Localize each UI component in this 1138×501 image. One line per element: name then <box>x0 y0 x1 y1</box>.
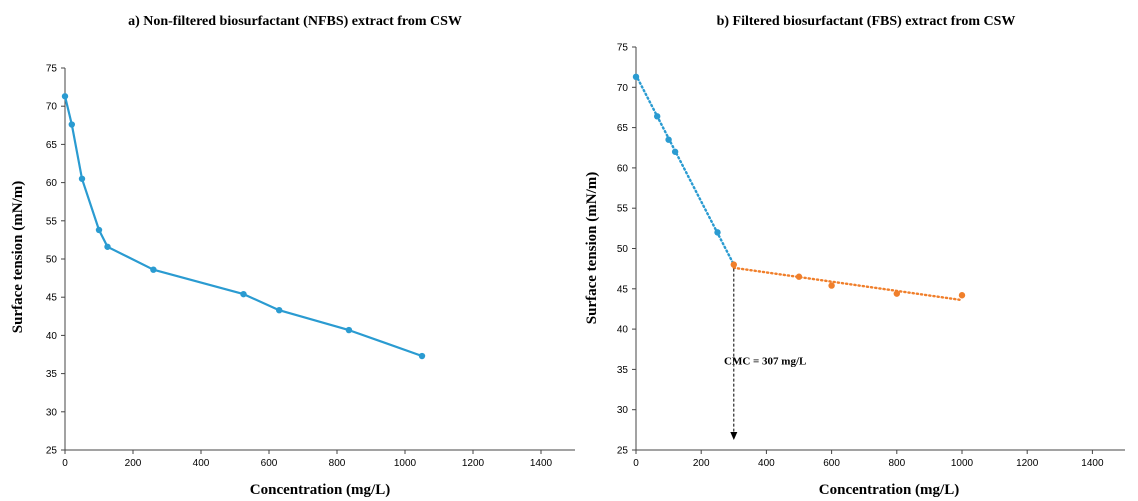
chart-a-series-1-point <box>418 352 426 360</box>
chart-b-y-tick-label: 70 <box>617 83 629 94</box>
chart-b-series-2-point <box>893 290 900 297</box>
chart-b-y-tick-label: 50 <box>617 244 629 255</box>
chart-b-x-tick-label: 600 <box>823 458 840 469</box>
chart-b-xlabel: Concentration (mg/L) <box>819 482 959 498</box>
chart-b-series-2-point <box>730 261 737 268</box>
chart-b: b) Filtered biosurfactant (FBS) extract … <box>584 14 1125 498</box>
chart-a-series-1-point <box>240 290 247 298</box>
chart-b-y-tick-label: 55 <box>617 204 629 215</box>
chart-a-series-1-point <box>276 306 283 314</box>
chart-b-x-tick-label: 400 <box>758 458 775 469</box>
chart-a-series-1-point <box>61 93 69 100</box>
chart-a: a) Non-filtered biosurfactant (NFBS) ext… <box>10 14 575 498</box>
chart-b-series-1-point <box>653 113 661 120</box>
chart-b-series-1-trendline <box>634 73 735 266</box>
chart-a-x-tick-label: 1400 <box>530 458 553 469</box>
chart-b-series-1-point <box>714 229 721 236</box>
chart-b-ylabel: Surface tension (mN/m) <box>584 172 600 324</box>
chart-a-series-1-line <box>63 96 423 358</box>
chart-b-x-tick-label: 200 <box>693 458 710 469</box>
chart-b-y-tick-label: 35 <box>617 365 629 376</box>
chart-b-title: b) Filtered biosurfactant (FBS) extract … <box>717 14 1016 29</box>
chart-a-y-tick-label: 55 <box>46 216 58 227</box>
chart-a-series-1-point <box>104 243 111 250</box>
chart-a-series-1-point <box>78 175 86 182</box>
chart-b-x-tick-label: 0 <box>633 458 639 469</box>
chart-a-ylabel: Surface tension (mN/m) <box>10 181 26 333</box>
chart-a-y-tick-label: 75 <box>46 64 58 75</box>
chart-a-y-tick-label: 25 <box>46 446 58 457</box>
chart-a-y-tick-label: 30 <box>46 407 58 418</box>
chart-a-y-tick-label: 50 <box>46 255 58 266</box>
chart-a-y-tick-label: 35 <box>46 369 58 380</box>
chart-a-series-1-point <box>345 326 353 334</box>
chart-b-series-2-point <box>795 273 803 280</box>
chart-a-y-tick-label: 70 <box>46 102 58 113</box>
chart-a-y-tick-label: 45 <box>46 293 58 304</box>
chart-a-series-1-point <box>68 121 76 128</box>
chart-b-y-tick-label: 30 <box>617 405 629 416</box>
chart-b-y-tick-label: 65 <box>617 123 629 134</box>
chart-a-series-1-point <box>150 266 157 273</box>
chart-b-y-tick-label: 25 <box>617 446 629 457</box>
chart-b-x-tick-label: 1400 <box>1081 458 1104 469</box>
chart-a-y-tick-label: 65 <box>46 140 58 151</box>
chart-b-x-tick-label: 1000 <box>951 458 974 469</box>
chart-b-series-2-trendline <box>732 266 964 302</box>
chart-a-x-tick-label: 0 <box>62 458 68 469</box>
chart-b-x-tick-label: 1200 <box>1016 458 1039 469</box>
chart-a-x-tick-label: 200 <box>125 458 142 469</box>
chart-b-cmc-annotation: CMC = 307 mg/L <box>724 356 806 368</box>
chart-a-x-tick-label: 1200 <box>462 458 485 469</box>
chart-b-series-2-point <box>958 292 966 299</box>
chart-b-y-tick-label: 45 <box>617 284 629 295</box>
chart-b-series-1-point <box>632 73 640 81</box>
chart-b-cmc-arrowhead <box>730 432 738 440</box>
chart-a-x-tick-label: 1000 <box>394 458 417 469</box>
chart-a-plot: 25 30 35 40 45 50 55 60 65 70 75 0 200 400 600 800 1000 1… <box>46 64 575 469</box>
chart-b-series-1-point <box>665 136 672 143</box>
chart-a-x-tick-label: 800 <box>329 458 346 469</box>
chart-b-series-1-point <box>671 148 679 155</box>
chart-b-y-tick-label: 60 <box>617 163 629 174</box>
chart-b-plot: 25 30 35 40 45 50 55 60 65 70 75 0 200 400 600 800 1000 1… <box>617 43 1125 469</box>
chart-b-y-tick-label: 40 <box>617 325 629 336</box>
chart-b-series-2-point <box>828 282 835 289</box>
chart-b-x-tick-label: 800 <box>888 458 905 469</box>
chart-a-x-tick-label: 600 <box>261 458 278 469</box>
chart-a-series-1-point <box>95 226 103 234</box>
chart-a-y-tick-label: 40 <box>46 331 58 342</box>
chart-a-title: a) Non-filtered biosurfactant (NFBS) ext… <box>128 14 462 29</box>
chart-a-xlabel: Concentration (mg/L) <box>250 482 390 498</box>
chart-b-y-tick-label: 75 <box>617 43 629 54</box>
chart-a-y-tick-label: 60 <box>46 178 58 189</box>
chart-a-x-tick-label: 400 <box>193 458 210 469</box>
